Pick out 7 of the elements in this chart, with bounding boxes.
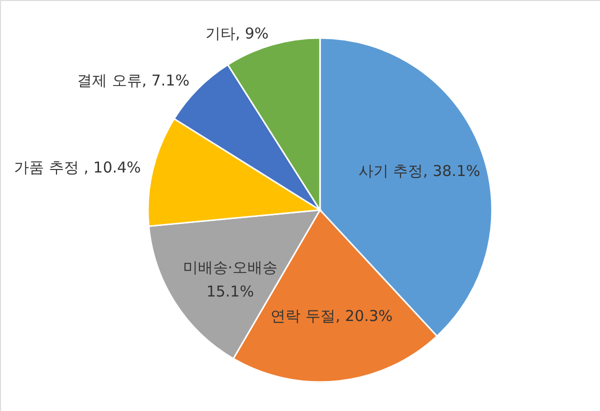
slice-label: 기타, 9% xyxy=(205,24,269,42)
data-label: 15.1% xyxy=(206,282,254,300)
slice-label: 연락 두절, 20.3% xyxy=(270,306,393,325)
slice-label: 사기 추정, 38.1% xyxy=(358,162,480,180)
slice-label: 결제 오류, 7.1% xyxy=(77,71,190,90)
slice-label: 미배송·오배송 xyxy=(182,258,278,276)
slice-label: 가품 추정 , 10.4% xyxy=(14,158,141,177)
